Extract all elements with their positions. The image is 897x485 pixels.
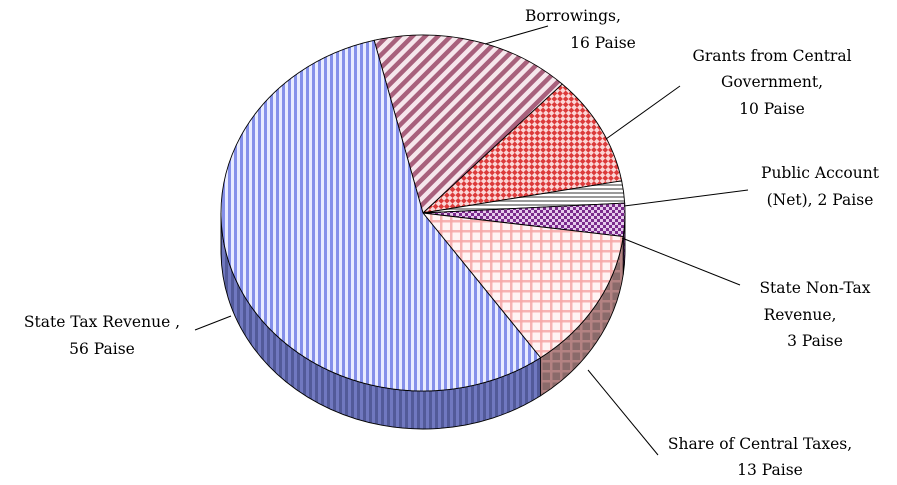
slice-labels: Borrowings, 16 Paise Grants from Central Go… [24,7,880,479]
label-state-tax-revenue-line-1: State Tax Revenue , [24,313,180,331]
slice-state-tax-revenue [220,39,542,392]
slice-borrowings [373,34,563,214]
leader-state-tax-revenue [194,315,232,331]
leader-borrowings [484,25,549,45]
label-public-account-net--line-2: (Net), 2 Paise [767,191,874,209]
label-state-non-tax-revenue-line-3: 3 Paise [787,332,843,350]
leader-grants-from-central-government [605,85,681,140]
leader-public-account-net- [623,189,749,207]
label-borrowings-line-1: Borrowings, [525,7,621,25]
label-state-non-tax-revenue-line-1: State Non-Tax [759,279,870,297]
label-state-tax-revenue-line-2: 56 Paise [69,340,135,358]
label-share-of-central-taxes-line-1: Share of Central Taxes, [668,435,852,453]
leader-state-non-tax-revenue [621,237,741,286]
label-state-non-tax-revenue-line-2: Revenue, [764,306,837,324]
leader-share-of-central-taxes [587,369,659,456]
label-public-account-net--line-1: Public Account [761,164,880,182]
label-borrowings-line-2: 16 Paise [570,34,636,52]
label-grants-from-central-government-line-2: Government, [721,73,823,91]
label-share-of-central-taxes-line-2: 13 Paise [737,461,803,479]
slice-grants-from-central-government [421,83,623,214]
label-grants-from-central-government-line-3: 10 Paise [739,100,805,118]
slice-share-of-central-taxes [421,212,624,359]
leader-lines [194,25,749,456]
label-grants-from-central-government-line-1: Grants from Central [692,47,851,65]
pie-slices [220,34,626,392]
